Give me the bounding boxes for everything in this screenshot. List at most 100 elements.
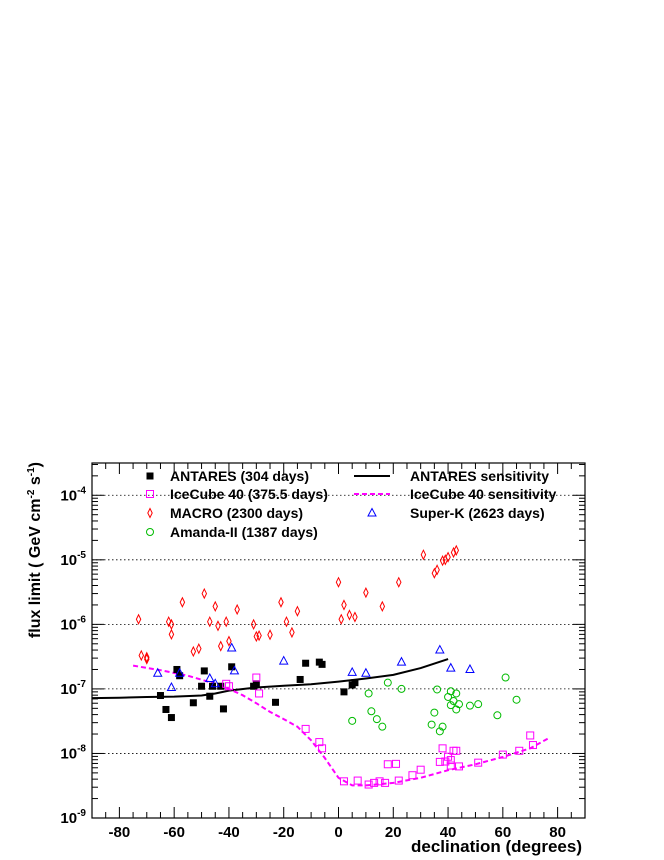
data-point <box>267 629 273 641</box>
data-point <box>392 759 401 768</box>
data-point <box>318 660 326 668</box>
y-tick-exponent: -8 <box>77 743 86 754</box>
data-point <box>367 707 376 716</box>
data-point <box>446 701 455 710</box>
data-point <box>364 780 373 789</box>
data-point <box>166 681 177 692</box>
data-point <box>190 645 197 658</box>
data-point <box>379 600 386 613</box>
x-tick-label: 20 <box>385 824 402 841</box>
data-point <box>179 596 186 608</box>
data-point <box>207 616 213 628</box>
data-point <box>278 655 289 665</box>
data-point <box>465 701 474 710</box>
data-point <box>209 682 217 690</box>
data-point <box>198 682 206 690</box>
x-axis-title: declination (degrees) <box>411 837 582 856</box>
y-tick-exponent: -4 <box>77 485 86 496</box>
y-tick-exponent: -6 <box>77 614 86 625</box>
legend-marker <box>146 490 154 498</box>
data-point <box>408 771 417 780</box>
data-point <box>200 667 208 675</box>
data-point <box>450 546 457 559</box>
series-line <box>91 658 449 700</box>
legend-label: ANTARES (304 days) <box>170 468 309 484</box>
data-point <box>351 679 359 687</box>
legend-marker <box>146 472 154 480</box>
data-point <box>135 613 142 625</box>
marker-layer <box>135 544 537 789</box>
y-axis-title-part: flux limit ( GeV cm <box>27 498 44 638</box>
data-point <box>526 731 535 740</box>
legend-label: Amanda-II (1387 days) <box>170 524 318 540</box>
y-axis-title: flux limit ( GeV cm-2 s-1) <box>26 462 44 638</box>
data-point <box>375 777 384 786</box>
data-point <box>296 675 304 683</box>
data-point <box>381 778 390 787</box>
legend-marker <box>147 507 153 519</box>
data-point <box>348 716 357 725</box>
data-point <box>167 714 175 722</box>
data-point <box>318 744 327 753</box>
y-axis-title-superscript: -1 <box>26 467 37 476</box>
data-point <box>396 656 407 666</box>
data-point <box>346 609 353 621</box>
data-point <box>255 689 264 698</box>
data-point <box>165 616 172 628</box>
data-point <box>465 663 475 673</box>
data-point <box>223 616 229 628</box>
x-tick-label: 0 <box>334 824 342 841</box>
data-point <box>512 695 521 704</box>
x-tick-label: -80 <box>109 824 131 841</box>
data-point <box>338 613 344 625</box>
data-point <box>501 673 510 682</box>
data-point <box>353 776 362 785</box>
data-point <box>189 699 197 707</box>
x-tick-label: -40 <box>218 824 240 841</box>
data-point <box>315 738 324 747</box>
x-tick-label: 40 <box>440 824 457 841</box>
data-point <box>302 659 310 667</box>
data-point <box>416 765 425 774</box>
data-point <box>272 698 280 706</box>
x-tick-label: 60 <box>494 824 511 841</box>
data-point <box>341 599 347 611</box>
data-point <box>210 678 221 688</box>
data-point <box>144 653 150 665</box>
data-point <box>474 700 483 709</box>
data-point <box>438 722 447 731</box>
series-line <box>132 664 550 787</box>
data-point <box>138 649 145 662</box>
y-axis-title-part: s <box>27 476 44 489</box>
data-point <box>394 776 403 785</box>
legend-layer: ANTARES (304 days) ANTARES sensitivity Ice… <box>146 468 557 540</box>
data-point <box>493 711 502 720</box>
data-point <box>474 758 483 767</box>
data-point <box>156 692 164 700</box>
y-tick-label: 10-6 <box>60 614 86 633</box>
data-point <box>361 667 371 677</box>
data-point <box>431 567 438 579</box>
data-point <box>446 756 455 765</box>
y-tick-label: 10-8 <box>60 743 86 762</box>
data-point <box>455 700 464 709</box>
legend-marker <box>146 528 154 536</box>
data-point <box>441 757 450 766</box>
data-point <box>340 688 348 696</box>
data-point <box>455 762 464 771</box>
data-point <box>420 549 427 561</box>
grid-layer <box>92 494 585 754</box>
y-tick-label: 10-7 <box>60 679 86 698</box>
data-point <box>253 630 260 643</box>
data-point <box>217 640 224 652</box>
data-point <box>438 744 447 753</box>
data-point <box>446 687 455 696</box>
data-point <box>250 618 257 631</box>
data-point <box>162 705 170 713</box>
data-point <box>204 672 215 682</box>
data-point <box>435 727 444 736</box>
legend-label: Super-K (2623 days) <box>410 505 545 521</box>
y-tick-base: 10 <box>60 616 77 633</box>
data-point <box>528 741 537 750</box>
